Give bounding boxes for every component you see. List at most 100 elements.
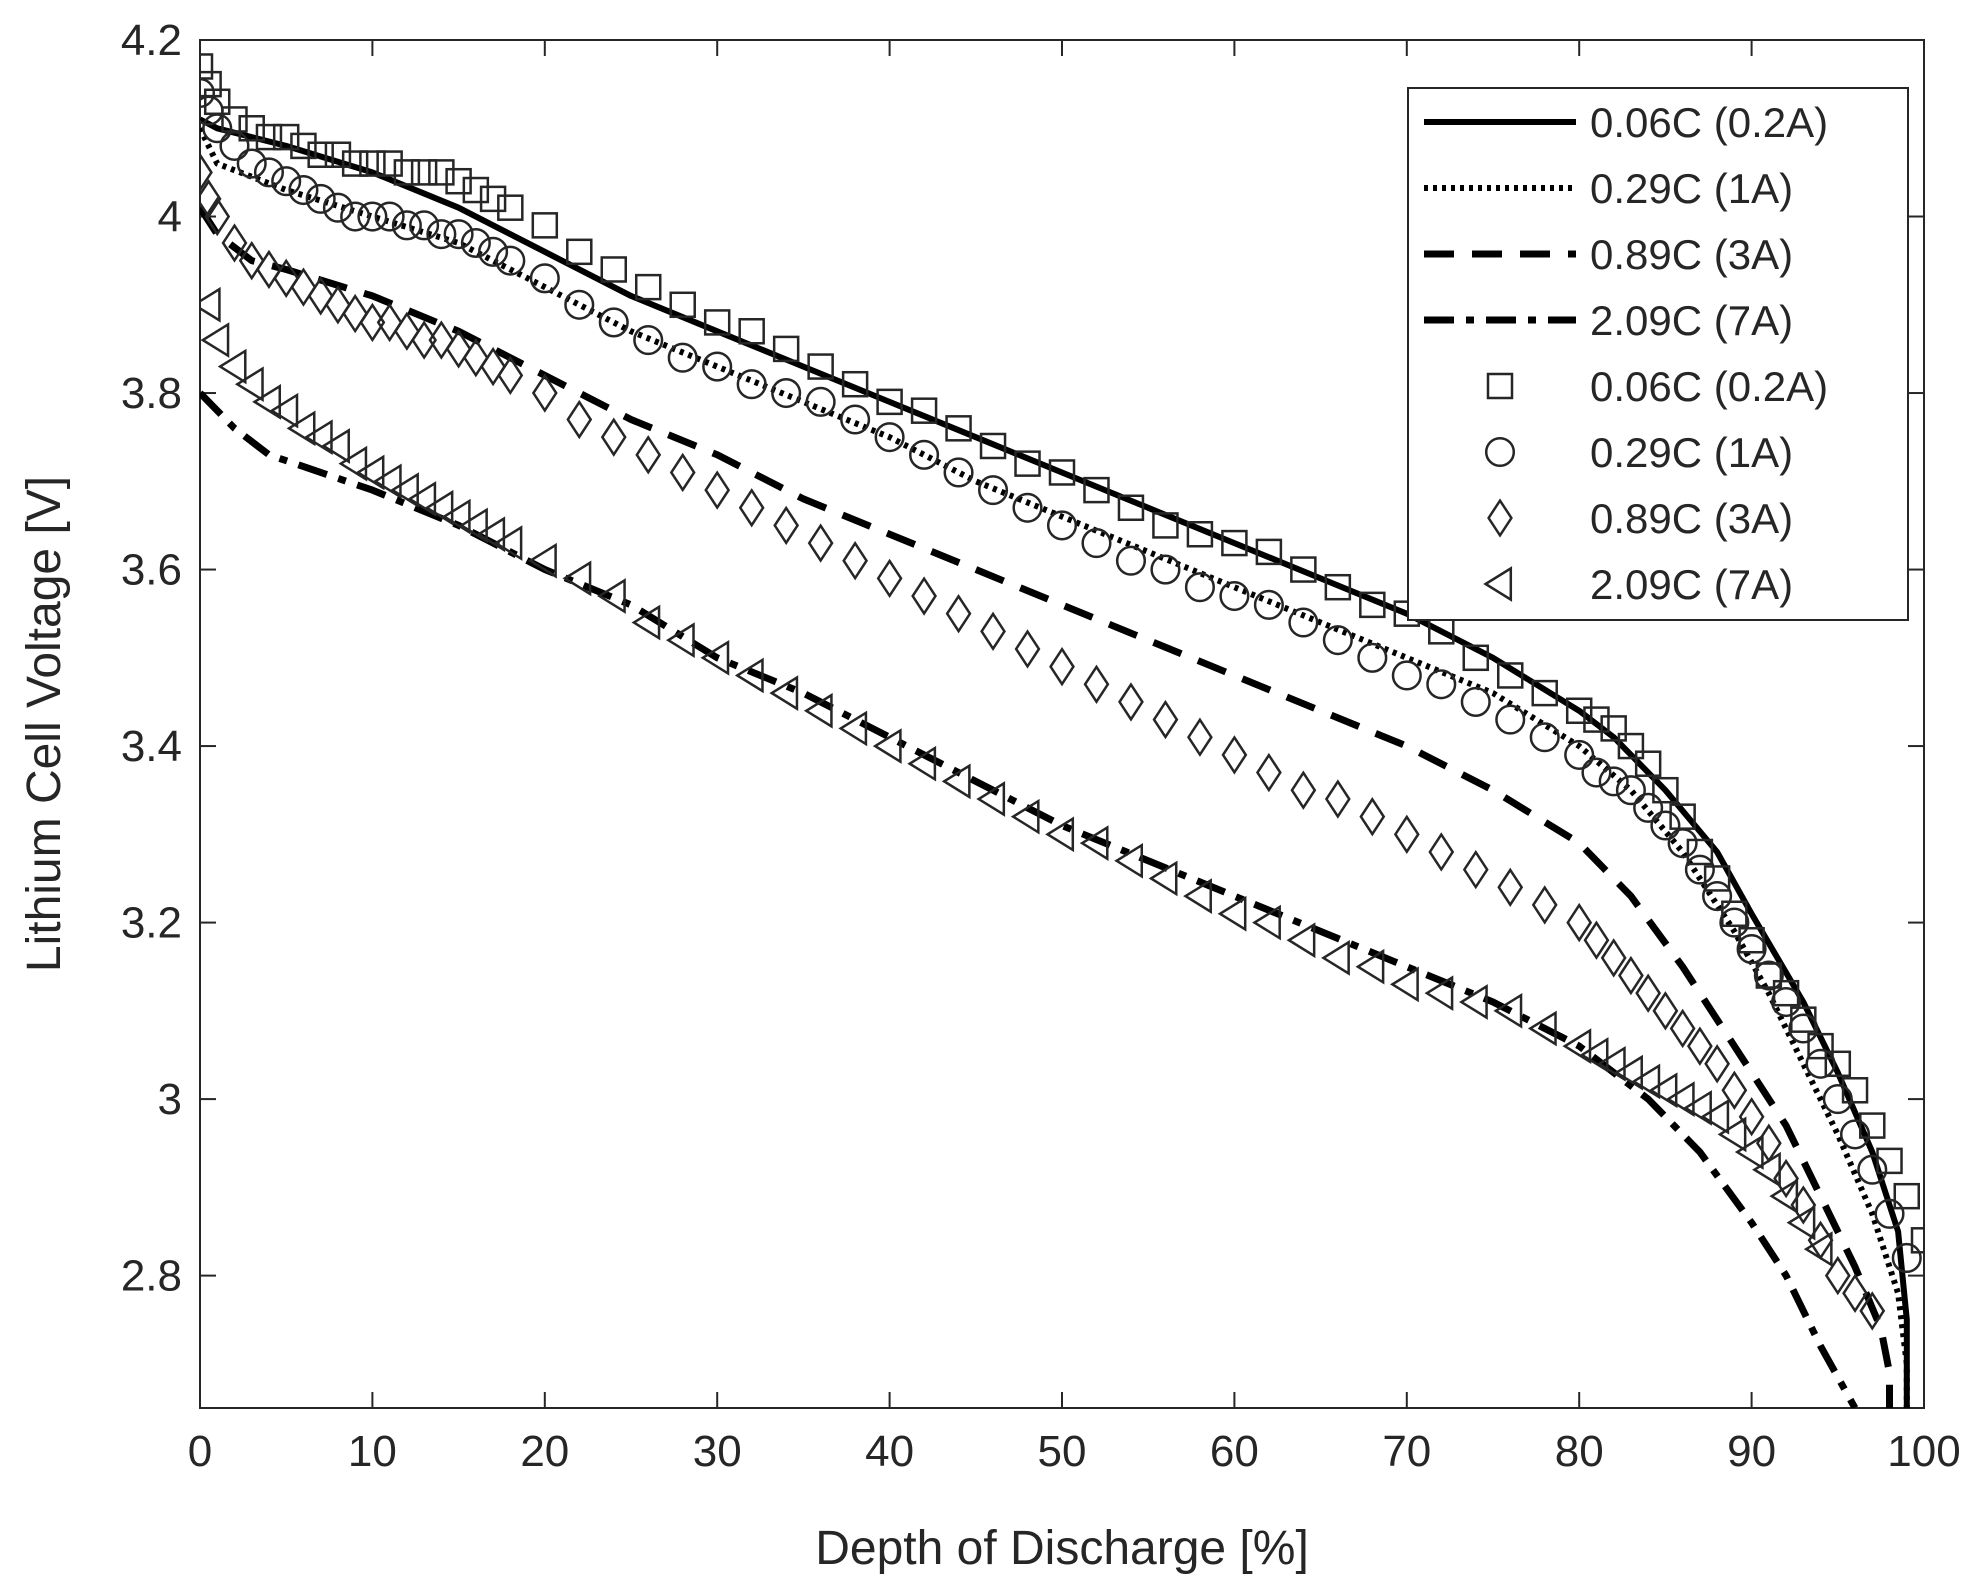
data-point-circle — [874, 422, 905, 453]
data-point-square — [1755, 962, 1783, 989]
data-point-triangle-left — [976, 781, 1006, 817]
data-point-circle — [1684, 854, 1715, 885]
data-point-circle — [598, 307, 629, 338]
data-point-square — [669, 291, 696, 319]
legend-label: 0.89C (3A) — [1590, 495, 1793, 542]
x-tick-label: 30 — [693, 1427, 742, 1476]
data-point-triangle-left — [631, 604, 661, 641]
data-point-circle — [1702, 881, 1733, 912]
x-tick-label: 20 — [520, 1427, 569, 1476]
legend: 0.06C (0.2A) 0.29C (1A) 0.89C (3A) 2.09C (7… — [1407, 87, 1909, 621]
data-point-circle — [1184, 572, 1215, 603]
data-point-triangle-left — [1562, 1028, 1592, 1064]
data-point-triangle-left — [1769, 1178, 1799, 1215]
series-line-1 — [200, 126, 1910, 1408]
data-point-triangle-left — [665, 622, 695, 658]
data-point-triangle-left — [303, 419, 333, 456]
data-point-circle — [1357, 642, 1388, 673]
data-point-square — [497, 194, 524, 221]
data-point-square — [738, 318, 765, 345]
x-tick-label: 0 — [188, 1427, 212, 1476]
data-point-triangle-left — [338, 445, 368, 482]
data-point-circle — [1219, 580, 1250, 612]
data-point-square — [945, 415, 972, 442]
data-point-circle — [1788, 1013, 1819, 1044]
data-point-triangle-left — [390, 472, 419, 508]
data-point-square — [703, 309, 731, 336]
data-point-diamond — [1635, 973, 1662, 1013]
data-point-triangle-left — [1752, 1151, 1781, 1188]
data-point-circle — [426, 219, 457, 250]
legend-label: 0.06C (0.2A) — [1590, 363, 1828, 410]
data-point-diamond — [462, 338, 489, 378]
data-point-circle — [1150, 554, 1181, 585]
x-tick-label: 70 — [1382, 1427, 1431, 1476]
data-point-circle — [909, 439, 940, 470]
data-point-circle — [1891, 1242, 1922, 1274]
data-point-square — [1014, 450, 1041, 477]
x-axis-label: Depth of Discharge [%] — [815, 1522, 1309, 1575]
data-point-square — [393, 159, 421, 186]
data-point-square — [324, 141, 352, 168]
data-point-circle — [1012, 492, 1043, 523]
data-point-square — [428, 159, 455, 186]
data-point-triangle-left — [1700, 1098, 1730, 1135]
data-point-triangle-left — [1458, 984, 1488, 1020]
data-point-circle — [202, 113, 233, 144]
data-point-diamond — [393, 311, 420, 351]
data-point-square — [1117, 494, 1145, 522]
data-point-diamond — [307, 276, 334, 316]
data-point-square — [1186, 520, 1214, 548]
data-point-square — [410, 159, 438, 186]
data-point-triangle-left — [1114, 842, 1144, 879]
data-point-triangle-left — [1321, 940, 1350, 976]
data-point-circle — [1529, 722, 1560, 753]
data-point-triangle-left — [424, 489, 454, 526]
data-point-diamond — [807, 523, 834, 563]
data-point-circle — [564, 289, 595, 320]
data-point-diamond — [704, 470, 731, 510]
data-point-diamond — [1393, 814, 1420, 855]
data-point-circle — [409, 210, 440, 241]
data-point-circle — [1805, 1048, 1836, 1079]
data-point-triangle-left — [872, 728, 902, 764]
data-point-triangle-left — [1286, 922, 1316, 959]
y-tick-label: 3.4 — [121, 722, 182, 771]
series-line-0 — [200, 116, 1910, 1408]
data-point-square — [531, 212, 559, 239]
data-point-diamond — [359, 302, 386, 343]
data-point-square — [634, 273, 662, 301]
data-point-diamond — [290, 267, 317, 307]
data-point-square — [807, 353, 834, 380]
data-point-diamond — [1618, 955, 1644, 996]
data-point-square — [1686, 838, 1714, 866]
data-point-square — [1290, 556, 1317, 583]
data-point-triangle-left — [407, 481, 437, 517]
data-point-triangle-left — [1390, 966, 1419, 1003]
data-point-circle — [322, 192, 353, 223]
series-markers-5 — [200, 77, 1922, 1274]
y-tick-label: 4.2 — [121, 16, 182, 65]
data-point-triangle-left — [1803, 1231, 1833, 1267]
data-point-diamond — [945, 593, 972, 634]
data-point-diamond — [428, 320, 455, 360]
data-point-diamond — [273, 258, 300, 298]
data-point-diamond — [200, 152, 213, 193]
data-point-circle — [200, 95, 224, 126]
data-point-diamond — [566, 399, 593, 440]
data-point-diamond — [1152, 699, 1179, 740]
data-point-circle — [1391, 660, 1422, 691]
data-point-circle — [1650, 810, 1681, 841]
data-point-diamond — [1497, 867, 1524, 907]
data-point-diamond — [1824, 1255, 1851, 1296]
x-tick-label: 90 — [1727, 1427, 1776, 1476]
data-point-diamond — [200, 179, 222, 219]
y-tick-label: 3.2 — [121, 899, 182, 948]
data-point-circle — [633, 325, 664, 356]
series-line-2 — [200, 205, 1893, 1408]
data-point-circle — [1564, 739, 1595, 770]
data-point-circle — [1753, 960, 1784, 991]
data-point-circle — [1253, 589, 1284, 620]
data-point-square — [1152, 512, 1179, 539]
data-point-circle — [1857, 1154, 1888, 1185]
